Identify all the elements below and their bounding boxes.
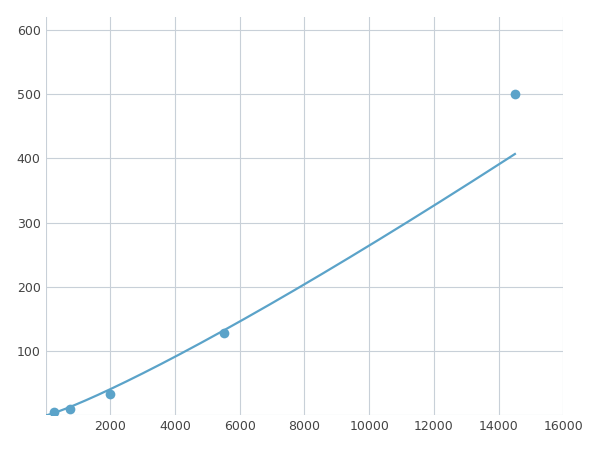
Point xyxy=(106,391,115,398)
Point xyxy=(510,90,520,98)
Point xyxy=(219,329,229,337)
Point xyxy=(49,409,58,416)
Point xyxy=(65,405,74,413)
